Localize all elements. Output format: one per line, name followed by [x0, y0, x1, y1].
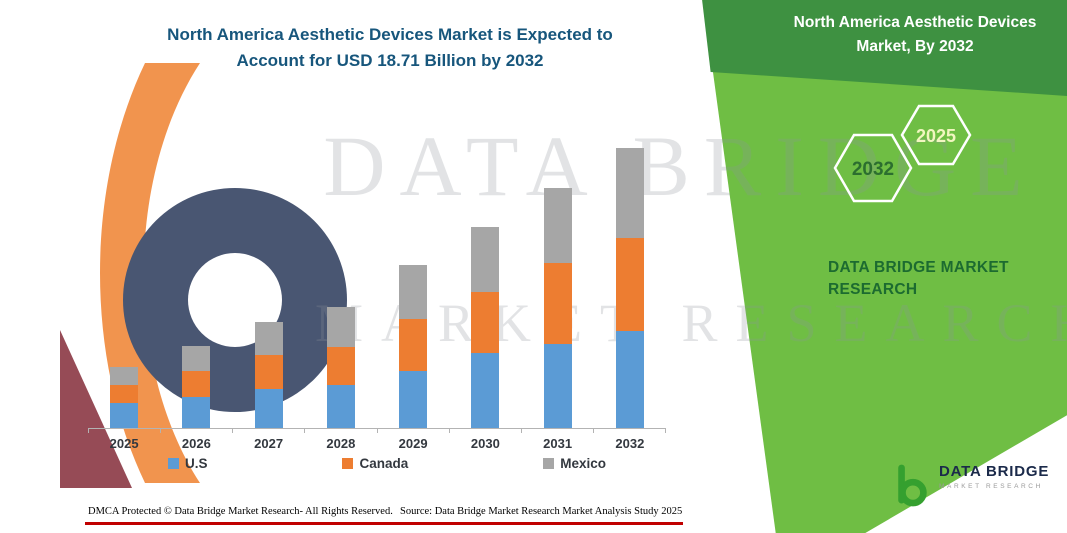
x-axis-ticks: [88, 429, 666, 433]
axis-tick: [88, 429, 162, 433]
bar-stack-2030: [471, 227, 500, 428]
legend-swatch-us: [168, 458, 179, 469]
x-axis-label-2029: 2029: [398, 436, 428, 451]
bar-column-2026: [160, 345, 232, 428]
logo-wordmark: DATA BRIDGE: [939, 463, 1050, 480]
bar-stack-2029: [399, 264, 428, 428]
axis-tick: [233, 429, 306, 433]
milestone-hexagons: 2025 2032: [833, 104, 972, 203]
bar-column-2025: [88, 366, 160, 428]
bar-column-2032: [594, 147, 666, 428]
axis-tick: [594, 429, 666, 433]
bar-segment-canada-2032: [615, 237, 644, 331]
footer-rule: [85, 522, 683, 525]
bar-segment-mexico-2027: [254, 321, 283, 355]
axis-tick: [305, 429, 378, 433]
chart-legend: U.S Canada Mexico: [168, 456, 606, 471]
bar-stack-2027: [254, 321, 283, 428]
brand-wordmark: DATA BRIDGE MARKET RESEARCH: [828, 259, 1009, 299]
bar-segment-mexico-2028: [326, 306, 355, 347]
bar-segment-us-2028: [326, 384, 355, 428]
x-axis-label-2025: 2025: [109, 436, 139, 451]
chart-title-line2: Account for USD 18.71 Billion by 2032: [236, 50, 544, 70]
bar-segment-canada-2029: [399, 318, 428, 371]
dmca-notice: DMCA Protected © Data Bridge Market Rese…: [88, 506, 393, 517]
legend-item-us: U.S: [168, 456, 208, 471]
legend-item-mexico: Mexico: [543, 456, 606, 471]
bar-segment-canada-2028: [326, 347, 355, 385]
axis-tick: [161, 429, 234, 433]
bar-stack-2026: [182, 345, 211, 428]
legend-label: Mexico: [560, 456, 606, 471]
x-axis-label-2032: 2032: [615, 436, 645, 451]
x-axis-labels: 2025 2026 2027 2028 2029 2030 2031 2032: [88, 436, 666, 451]
databridge-logo-icon: [898, 464, 927, 507]
bar-segment-mexico-2032: [615, 147, 644, 238]
databridge-logo: DATA BRIDGE MARKET RESEARCH: [893, 463, 1049, 507]
axis-tick: [522, 429, 594, 433]
axis-tick: [378, 429, 450, 433]
bar-segment-canada-2030: [471, 291, 500, 353]
bar-segment-us-2025: [110, 402, 139, 428]
bar-segment-us-2031: [543, 344, 572, 428]
bar-stack-2032: [615, 147, 644, 428]
x-axis-label-2027: 2027: [254, 436, 284, 451]
source-note: Source: Data Bridge Market Research Mark…: [400, 506, 683, 517]
hexagon-2025-outline: [900, 104, 972, 166]
bar-segment-mexico-2030: [471, 227, 500, 292]
bar-segment-canada-2025: [110, 384, 139, 403]
legend-swatch-mexico: [543, 458, 555, 469]
bar-segment-us-2026: [182, 396, 211, 428]
bar-segment-us-2029: [399, 371, 428, 428]
bar-column-2029: [377, 264, 449, 428]
chart-title-line1: North America Aesthetic Devices Market i…: [167, 25, 613, 44]
x-axis-label-2031: 2031: [543, 436, 573, 451]
legend-item-canada: Canada: [342, 456, 408, 471]
bar-column-2031: [522, 188, 594, 428]
bar-stack-2028: [326, 306, 355, 428]
bar-chart: 2025 2026 2027 2028 2029 2030 2031 2032: [88, 128, 666, 451]
bar-stack-2025: [110, 366, 139, 428]
logo-text: DATA BRIDGE MARKET RESEARCH: [939, 463, 1049, 490]
x-axis-label-2028: 2028: [326, 436, 356, 451]
legend-label: Canada: [359, 456, 409, 471]
bar-segment-mexico-2031: [543, 188, 572, 263]
bar-segment-us-2032: [615, 330, 644, 428]
hexagon-2032-label: 2032: [852, 159, 894, 180]
watermark-maroon-wedge: [60, 330, 132, 488]
x-axis-label-2030: 2030: [470, 436, 500, 451]
chart-title: North America Aesthetic Devices Market i…: [120, 22, 660, 73]
axis-tick: [450, 429, 522, 433]
hexagon-2032-outline: [833, 133, 913, 203]
bar-chart-plot-area: [88, 128, 666, 429]
legend-label: U.S: [185, 456, 208, 471]
logo-subtitle: MARKET RESEARCH: [939, 483, 1043, 490]
bar-segment-canada-2027: [254, 354, 283, 389]
bar-segment-us-2030: [471, 353, 500, 428]
legend-swatch-canada: [342, 458, 354, 469]
bar-column-2030: [449, 227, 521, 428]
banner-title: North America Aesthetic Devices Market, …: [793, 14, 1037, 56]
bar-column-2027: [233, 321, 305, 428]
bar-stack-2031: [543, 188, 572, 428]
bar-segment-us-2027: [254, 389, 283, 428]
bar-segment-canada-2026: [182, 371, 211, 397]
hexagon-2025-label: 2025: [916, 126, 956, 146]
bar-segment-mexico-2029: [399, 264, 428, 319]
bar-segment-mexico-2026: [182, 345, 211, 371]
x-axis-label-2026: 2026: [181, 436, 211, 451]
bar-segment-mexico-2025: [110, 366, 139, 385]
bar-segment-canada-2031: [543, 263, 572, 344]
bar-column-2028: [305, 306, 377, 428]
